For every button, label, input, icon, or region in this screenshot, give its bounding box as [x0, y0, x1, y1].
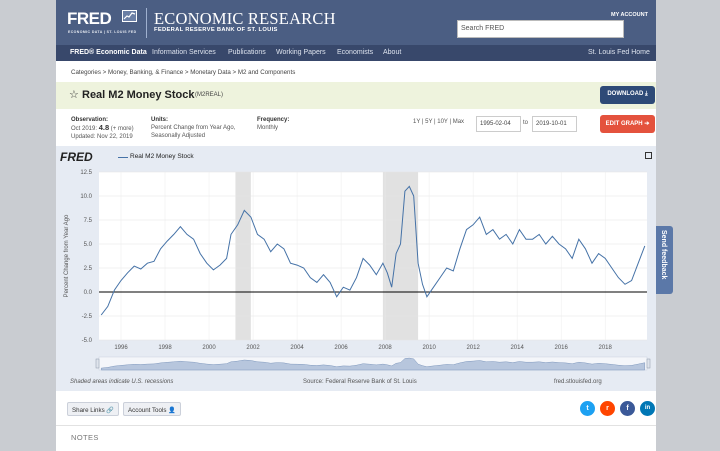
graph-source: Source: Federal Reserve Bank of St. Loui…	[303, 379, 417, 385]
x-tick-label-1: 1998	[158, 345, 172, 351]
search-input[interactable]: Search FRED	[457, 20, 624, 38]
account-tools-label: Account Tools	[128, 407, 167, 414]
x-tick-label-3: 2002	[246, 345, 260, 351]
x-tick-label-0: 1996	[114, 345, 128, 351]
date-from-input[interactable]: 1995-02-04	[476, 116, 521, 132]
user-icon: 👤	[168, 407, 176, 414]
x-tick-label-8: 2012	[466, 345, 480, 351]
legend-line-swatch	[118, 157, 128, 158]
y-tick-label-0: 12.5	[80, 170, 92, 176]
observation-info: Observation: Oct 2019: 4.8 (+ more) Upda…	[71, 116, 134, 141]
send-feedback-tab[interactable]: Send feedback	[656, 226, 673, 294]
recession-note: Shaded areas indicate U.S. recessions	[70, 379, 174, 385]
download-button[interactable]: DOWNLOAD ⤓	[600, 86, 655, 104]
fullscreen-icon[interactable]	[645, 152, 652, 159]
graph-fred-logo: FRED	[60, 150, 93, 164]
recession-band-1	[382, 172, 419, 340]
plot-area	[99, 172, 647, 340]
x-tick-label-2: 2000	[202, 345, 216, 351]
units-info: Units: Percent Change from Year Ago, Sea…	[151, 116, 246, 140]
x-tick-label-7: 2010	[422, 345, 436, 351]
legend-label: Real M2 Money Stock	[130, 153, 194, 160]
account-tools-button[interactable]: Account Tools 👤	[123, 402, 181, 416]
recession-band-0	[235, 172, 251, 340]
fred-logo[interactable]: FRED	[67, 9, 112, 28]
series-title: Real M2 Money Stock	[82, 89, 195, 101]
fred-page: FRED ECONOMIC DATA | ST. LOUIS FED ECONO…	[56, 0, 656, 451]
observation-more-link[interactable]: (+ more)	[110, 126, 134, 132]
nav-about[interactable]: About	[383, 49, 402, 56]
nav-working-papers[interactable]: Working Papers	[276, 49, 326, 56]
updated-date: Updated: Nov 22, 2019	[71, 134, 133, 140]
x-tick-label-10: 2016	[554, 345, 568, 351]
y-tick-label-6: -2.5	[82, 314, 93, 320]
x-tick-label-9: 2014	[510, 345, 524, 351]
series-line-0	[100, 185, 646, 316]
frequency-info: Frequency: Monthly	[257, 116, 289, 132]
reddit-icon[interactable]: r	[600, 401, 615, 416]
observation-label: Observation:	[71, 117, 109, 123]
y-tick-label-4: 2.5	[84, 266, 93, 272]
graph-url[interactable]: fred.stlouisfed.org	[554, 379, 602, 385]
main-nav: FRED® Economic Data Information Services…	[56, 45, 656, 61]
x-tick-label-4: 2004	[290, 345, 304, 351]
notes-heading: NOTES	[71, 433, 99, 442]
download-label: DOWNLOAD	[607, 91, 644, 97]
x-tick-label-11: 2018	[599, 345, 613, 351]
logo-subtitle: ECONOMIC DATA | ST. LOUIS FED	[68, 30, 137, 34]
header-divider	[146, 8, 147, 38]
breadcrumb[interactable]: Categories > Money, Banking, & Finance >…	[71, 69, 296, 76]
nav-fred-economic-data[interactable]: FRED® Economic Data	[70, 49, 147, 56]
date-to-label: to	[523, 120, 529, 126]
site-subtitle: FEDERAL RESERVE BANK OF ST. LOUIS	[154, 27, 278, 33]
y-tick-label-1: 10.0	[80, 194, 92, 200]
linkedin-icon[interactable]: in	[640, 401, 655, 416]
nav-information-services[interactable]: Information Services	[152, 49, 216, 56]
y-tick-label-7: -5.0	[82, 338, 93, 344]
x-tick-label-5: 2006	[334, 345, 348, 351]
x-tick-label-6: 2008	[378, 345, 392, 351]
frequency-value: Monthly	[257, 125, 279, 131]
download-icon: ⤓	[645, 91, 648, 97]
graph-panel: 12.5 10.0 7.5 5.0 2.5 0.0 -2.5 -5.0 1996 1998 2000…	[56, 146, 656, 391]
y-axis-label: Percent Change from Year Ago	[64, 214, 70, 297]
range-selector[interactable]: 1Y | 5Y | 10Y | Max	[413, 119, 465, 125]
send-feedback-label: Send feedback	[660, 230, 667, 280]
site-title[interactable]: ECONOMIC RESEARCH	[154, 9, 336, 28]
notes-divider	[56, 425, 656, 426]
units-label: Units:	[151, 117, 168, 123]
navigator-handle-left	[95, 358, 100, 369]
my-account-link[interactable]: MY ACCOUNT	[611, 12, 648, 18]
star-icon[interactable]: ☆	[69, 89, 79, 101]
twitter-icon[interactable]: t	[580, 401, 595, 416]
share-links-button[interactable]: Share Links 🔗	[67, 402, 120, 416]
nav-economists[interactable]: Economists	[337, 49, 374, 56]
y-tick-label-3: 5.0	[84, 242, 93, 248]
navigator-handle-right	[646, 358, 651, 369]
edit-graph-label: EDIT GRAPH	[605, 121, 643, 127]
observation-value: 4.8	[98, 123, 110, 132]
frequency-label: Frequency:	[257, 117, 290, 123]
share-links-label: Share Links	[72, 407, 105, 414]
fred-chart-icon	[122, 10, 137, 22]
arrow-right-icon: ➔	[644, 121, 650, 127]
link-icon: 🔗	[106, 407, 115, 414]
edit-graph-button[interactable]: EDIT GRAPH ➔	[600, 115, 655, 133]
nav-publications[interactable]: Publications	[228, 49, 266, 56]
line-chart[interactable]: 12.5 10.0 7.5 5.0 2.5 0.0 -2.5 -5.0 1996 1998 2000…	[56, 146, 656, 391]
facebook-icon[interactable]: f	[620, 401, 635, 416]
series-code: (M2REAL)	[195, 92, 224, 98]
date-to-input[interactable]: 2019-10-01	[532, 116, 577, 132]
y-tick-label-2: 7.5	[84, 218, 93, 224]
units-value: Percent Change from Year Ago, Seasonally…	[151, 125, 236, 139]
series-titlebar: ☆ Real M2 Money Stock (M2REAL) DOWNLOAD …	[56, 82, 656, 109]
observation-date: Oct 2019:	[71, 126, 98, 132]
site-header: FRED ECONOMIC DATA | ST. LOUIS FED ECONO…	[56, 0, 656, 45]
y-tick-label-5: 0.0	[84, 290, 93, 296]
navigator-series-0	[100, 357, 646, 371]
nav-st-louis-fed-home[interactable]: St. Louis Fed Home	[588, 49, 650, 56]
